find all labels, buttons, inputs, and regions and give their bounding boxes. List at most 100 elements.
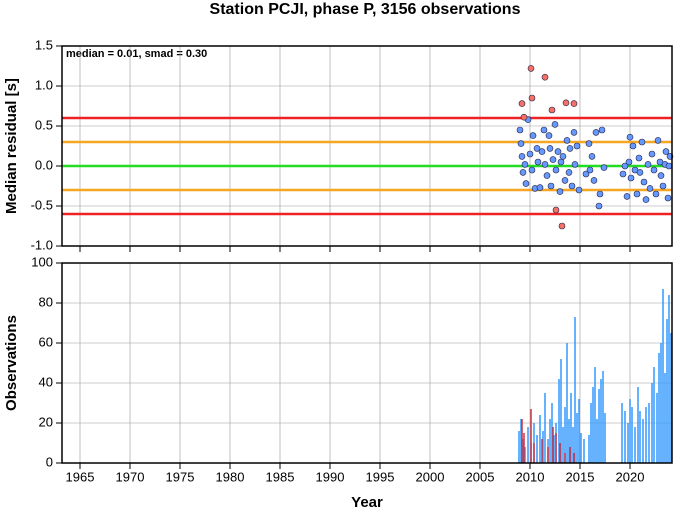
bar	[598, 389, 600, 463]
bar	[522, 439, 524, 463]
x-tick-label: 1965	[66, 469, 95, 484]
bar	[527, 427, 529, 463]
y-tick-label: 60	[39, 334, 53, 349]
point	[570, 129, 578, 136]
bar	[541, 439, 543, 463]
x-tick-label: 2005	[466, 469, 495, 484]
point	[543, 172, 551, 179]
bar	[662, 289, 664, 463]
point	[518, 100, 526, 107]
bar	[580, 433, 582, 463]
x-tick-label: 1970	[116, 469, 145, 484]
point	[657, 172, 665, 179]
bar	[651, 383, 653, 463]
point	[547, 182, 555, 190]
point	[638, 138, 646, 146]
bar	[592, 387, 594, 463]
bar	[653, 367, 655, 463]
bar	[536, 435, 538, 463]
x-tick-label: 2020	[616, 469, 645, 484]
chart-title: Station PCJI, phase P, 3156 observations	[210, 1, 521, 18]
point	[635, 154, 643, 162]
point	[621, 162, 629, 170]
bar	[631, 407, 633, 463]
point	[538, 148, 546, 155]
y-tick-label: 0	[46, 454, 53, 469]
bar	[645, 407, 647, 463]
point	[600, 164, 608, 171]
y-tick-label: 1.5	[35, 37, 53, 52]
bar	[670, 333, 672, 463]
point	[536, 184, 544, 191]
point	[646, 185, 654, 192]
point	[625, 158, 633, 166]
bar	[552, 427, 554, 463]
bar	[648, 403, 650, 463]
bar	[560, 359, 562, 463]
point	[629, 142, 637, 150]
point	[520, 113, 528, 121]
bar	[559, 443, 561, 463]
point	[558, 222, 566, 230]
bar	[666, 319, 668, 463]
bar	[539, 415, 541, 463]
plot-frame	[61, 45, 673, 247]
point	[529, 132, 537, 139]
point	[554, 148, 562, 155]
bar	[576, 413, 578, 463]
bar	[590, 403, 592, 463]
bar	[530, 409, 532, 463]
point	[533, 145, 541, 152]
point	[570, 100, 578, 107]
bar	[660, 343, 662, 463]
y-tick-label: -1.0	[31, 237, 53, 252]
point	[549, 156, 557, 163]
bar	[568, 419, 570, 463]
point	[540, 126, 548, 134]
point	[556, 188, 564, 195]
y-tick-label: 40	[39, 374, 53, 389]
point	[522, 180, 530, 187]
point	[573, 142, 581, 150]
point	[648, 150, 656, 158]
bar	[564, 453, 566, 463]
point	[575, 186, 583, 194]
point	[562, 99, 570, 107]
point	[588, 153, 596, 160]
point	[640, 178, 648, 186]
point	[568, 182, 576, 190]
bar	[558, 379, 560, 463]
x-tick-label: 1980	[216, 469, 245, 484]
annotation: median = 0.01, smad = 0.30	[66, 48, 207, 60]
point	[552, 166, 560, 174]
bar	[629, 399, 631, 463]
bar	[664, 373, 666, 463]
point	[565, 169, 573, 176]
point	[557, 158, 565, 166]
point	[665, 162, 673, 170]
x-axis-label: Year	[351, 494, 383, 511]
x-tick-label: 2010	[516, 469, 545, 484]
bar	[553, 435, 555, 463]
point	[534, 158, 542, 166]
bar	[542, 431, 544, 463]
y-tick-label: -0.5	[31, 197, 53, 212]
x-tick-label: 1995	[366, 469, 395, 484]
bar	[551, 403, 553, 463]
y-tick-label: 0.5	[35, 117, 53, 132]
bar	[574, 317, 576, 463]
point	[552, 206, 560, 214]
point	[541, 161, 549, 168]
point	[598, 126, 606, 134]
point	[561, 177, 569, 184]
x-tick-label: 1985	[266, 469, 295, 484]
point	[619, 170, 627, 178]
bar	[668, 295, 670, 463]
point	[517, 140, 525, 147]
point	[521, 161, 529, 168]
y-axis-label: Median residual [s]	[3, 78, 20, 214]
point	[551, 121, 559, 128]
point	[518, 153, 526, 160]
point	[592, 129, 600, 136]
